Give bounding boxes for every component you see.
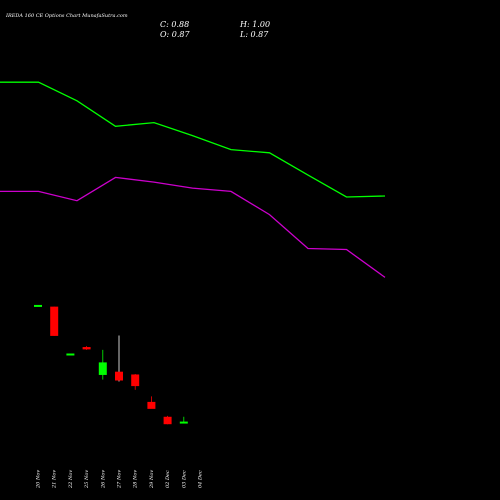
x-tick-label: 02 Dec xyxy=(165,470,171,488)
candle xyxy=(163,415,172,425)
candle xyxy=(131,374,140,390)
low-value: L: 0.87 xyxy=(239,30,269,39)
candle-body xyxy=(147,401,156,409)
high-value: H: 1.00 xyxy=(239,20,270,29)
x-tick-label: 27 Nov xyxy=(117,470,123,489)
candle-body xyxy=(179,421,188,424)
candlesticks xyxy=(34,304,188,425)
x-tick-label: 25 Nov xyxy=(84,470,90,489)
x-tick-label: 26 Nov xyxy=(100,470,106,489)
candle xyxy=(115,335,123,382)
candle xyxy=(82,346,91,350)
x-tick-label: 21 Nov xyxy=(52,470,58,489)
x-tick-label: 04 Dec xyxy=(198,470,204,488)
candle xyxy=(147,396,156,409)
candle-body xyxy=(34,304,42,307)
candle-body xyxy=(98,362,107,375)
candle-body xyxy=(131,374,140,387)
candle xyxy=(34,304,42,307)
candle xyxy=(179,416,188,424)
chart-title: IREDA 160 CE Options Chart MunafaSutra.c… xyxy=(5,13,128,19)
candle-body xyxy=(163,416,172,425)
x-tick-label: 28 Nov xyxy=(133,470,139,489)
candle xyxy=(98,349,107,380)
lower-indicator-line xyxy=(0,176,386,278)
x-tick-label: 29 Nov xyxy=(149,470,155,489)
candle-body xyxy=(115,371,123,381)
close-value: C: 0.88 xyxy=(160,20,189,29)
indicator-lines xyxy=(0,81,386,278)
candle xyxy=(66,353,75,356)
candle-body xyxy=(82,347,91,350)
candle-body xyxy=(66,353,75,356)
open-value: O: 0.87 xyxy=(160,30,191,39)
x-tick-label: 22 Nov xyxy=(68,470,74,489)
x-axis-ticks: 20 Nov 21 Nov 22 Nov 25 Nov 26 Nov 27 Nov 28 N… xyxy=(36,470,204,489)
x-tick-label: 20 Nov xyxy=(36,470,42,489)
candle xyxy=(50,306,59,336)
candle-body xyxy=(50,306,59,336)
x-tick-label: 03 Dec xyxy=(181,470,187,488)
upper-indicator-line xyxy=(0,81,386,198)
